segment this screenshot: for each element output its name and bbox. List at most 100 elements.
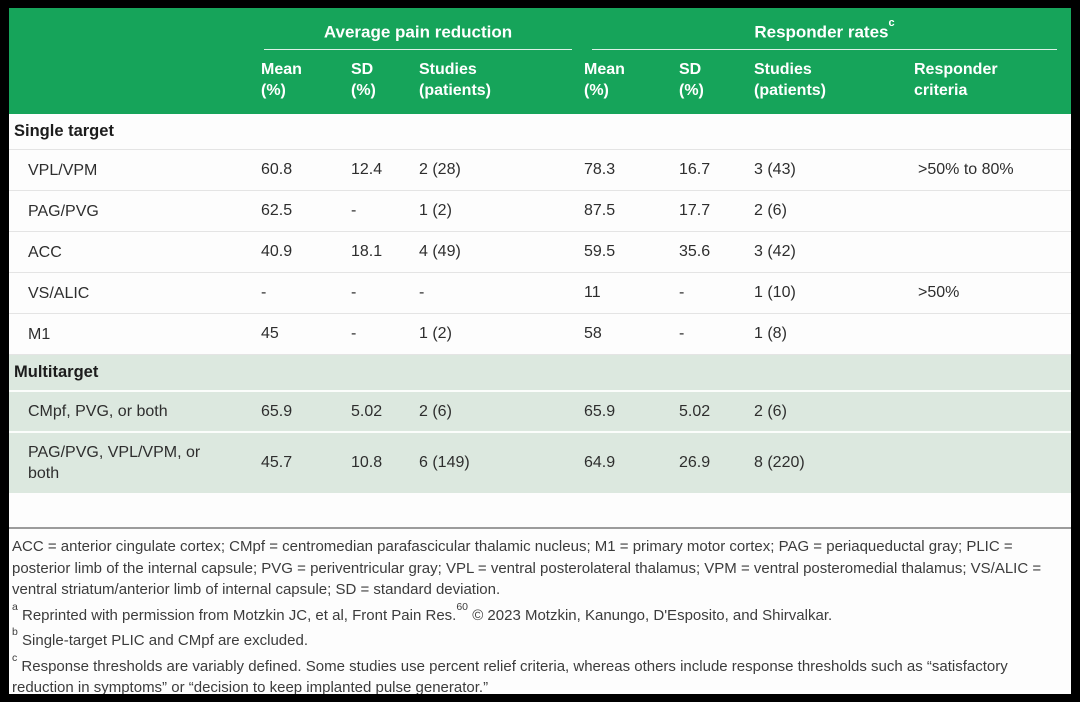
footnote: c Response thresholds are variably defin… xyxy=(12,652,1065,695)
cell-mean-avg: 45.7 xyxy=(261,454,293,471)
cell-sd-resp: 26.9 xyxy=(679,454,711,471)
cell-mean-resp: 11 xyxy=(584,284,601,301)
target-cell: VS/ALIC xyxy=(28,284,90,302)
table-row: VS/ALIC - - - 11 - 1 (10) >50% xyxy=(9,273,1071,314)
col-header-line2: (%) xyxy=(679,82,704,99)
cell-mean-avg: 45 xyxy=(261,325,279,342)
target-cell: PAG/PVG, VPL/VPM, or both xyxy=(28,444,201,482)
footnote-superscript: b xyxy=(12,626,18,638)
cell-sd-resp: 17.7 xyxy=(679,202,711,219)
col-header-line1: Mean xyxy=(584,61,625,78)
cell-studies-avg: 4 (49) xyxy=(419,243,461,260)
col-header-sd-resp: SD (%) xyxy=(679,59,754,101)
section-white: Single target VPL/VPM 60.8 12.4 2 (28) 78.3 16… xyxy=(9,114,1071,355)
cell-studies-resp: 3 (42) xyxy=(754,243,796,260)
cell-responder-criteria: >50% xyxy=(918,284,960,301)
footnotes: ACC = anterior cingulate cortex; CMpf = … xyxy=(9,529,1071,694)
cell-sd-avg: 12.4 xyxy=(351,161,383,178)
cell-sd-resp: 5.02 xyxy=(679,402,711,420)
col-header-studies-avg: Studies (patients) xyxy=(419,59,584,101)
cell-mean-avg: 60.8 xyxy=(261,161,293,178)
cell-sd-avg: - xyxy=(351,284,357,301)
footnote: a Reprinted with permission from Motzkin… xyxy=(12,601,1065,627)
cell-studies-avg: 2 (6) xyxy=(419,402,452,420)
cell-sd-avg: - xyxy=(351,202,357,219)
footnote-divider xyxy=(9,527,1071,529)
cell-mean-avg: 40.9 xyxy=(261,243,293,260)
cell-responder-criteria: >50% to 80% xyxy=(918,161,1014,178)
group-header-responder-rates: Responder ratesc xyxy=(592,17,1057,50)
cell-sd-resp: 16.7 xyxy=(679,161,711,178)
target-cell: ACC xyxy=(28,243,62,261)
col-header-line1: Studies xyxy=(754,61,812,78)
col-header-line2: (%) xyxy=(351,82,376,99)
cell-mean-resp: 78.3 xyxy=(584,161,616,178)
cell-mean-avg: 65.9 xyxy=(261,402,293,420)
cell-studies-avg: - xyxy=(419,284,425,301)
section-header: Single target xyxy=(9,114,1071,150)
group-label: Average pain reduction xyxy=(323,23,513,42)
target-cell: PAG/PVG xyxy=(28,202,99,220)
col-header-line2: (%) xyxy=(261,82,286,99)
cell-mean-resp: 87.5 xyxy=(584,202,616,219)
footnote-superscript: a xyxy=(12,600,18,613)
column-group-row: Average pain reduction Responder ratesc xyxy=(9,8,1071,50)
cell-studies-resp: 8 (220) xyxy=(754,454,805,471)
cell-mean-resp: 59.5 xyxy=(584,243,616,260)
section-header: Multitarget xyxy=(9,355,1071,392)
col-header-line2: (patients) xyxy=(754,82,826,99)
col-header-responder-criteria: Responder criteria xyxy=(914,59,1071,101)
footnote-text: Single-target PLIC and CMpf are excluded… xyxy=(17,632,308,649)
cell-studies-avg: 1 (2) xyxy=(419,325,452,342)
cell-sd-avg: 10.8 xyxy=(351,454,383,471)
table-row: CMpf, PVG, or both 65.9 5.02 2 (6) 65.9 5.02 2… xyxy=(9,392,1071,433)
col-header-line1: Responder xyxy=(914,61,998,78)
group-header-average-pain-reduction: Average pain reduction xyxy=(264,22,572,50)
table-body: Single target VPL/VPM 60.8 12.4 2 (28) 78.3 16… xyxy=(9,114,1071,493)
footnote: b Single-target PLIC and CMpf are exclud… xyxy=(12,626,1065,652)
cell-studies-avg: 6 (149) xyxy=(419,454,470,471)
col-header-mean-avg: Mean (%) xyxy=(261,59,351,101)
table-row: VPL/VPM 60.8 12.4 2 (28) 78.3 16.7 3 (43) >50% … xyxy=(9,150,1071,191)
footnote-superscript: 60 xyxy=(456,600,469,613)
cell-studies-avg: 2 (28) xyxy=(419,161,461,178)
cell-studies-resp: 2 (6) xyxy=(754,402,787,420)
col-header-line2: (%) xyxy=(584,82,609,99)
table-row: ACC 40.9 18.1 4 (49) 59.5 35.6 3 (42) xyxy=(9,232,1071,273)
target-column-spacer xyxy=(9,59,261,101)
cell-mean-resp: 58 xyxy=(584,325,602,342)
target-cell: VPL/VPM xyxy=(28,161,98,179)
cell-studies-avg: 1 (2) xyxy=(419,202,452,219)
target-cell: CMpf, PVG, or both xyxy=(28,403,168,420)
cell-studies-resp: 1 (10) xyxy=(754,284,796,301)
col-header-mean-resp: Mean (%) xyxy=(584,59,679,101)
table-figure: Average pain reduction Responder rates c … xyxy=(9,8,1071,694)
col-header-studies-resp: Studies (patients) xyxy=(754,59,914,101)
table-row: M1 45 - 1 (2) 58 - 1 (8) xyxy=(9,314,1071,355)
cell-mean-avg: 62.5 xyxy=(261,202,293,219)
footnote-text: ACC = anterior cingulate cortex; CMpf = … xyxy=(12,538,1042,598)
column-header-row: Mean (%) SD (%) Studies (patients) Mean (%) SD (%… xyxy=(9,50,1071,114)
table-row: PAG/PVG, VPL/VPM, or both 45.7 10.8 6 (149)… xyxy=(9,433,1071,493)
footnote-text: Reprinted with permission from Motzkin J… xyxy=(17,606,457,624)
target-cell: M1 xyxy=(28,325,51,343)
table-header: Average pain reduction Responder ratesc … xyxy=(9,8,1071,114)
col-header-line2: (patients) xyxy=(419,82,491,99)
col-header-line1: SD xyxy=(679,61,702,78)
cell-mean-resp: 65.9 xyxy=(584,402,616,420)
footnote: ACC = anterior cingulate cortex; CMpf = … xyxy=(12,536,1065,601)
col-header-line1: Studies xyxy=(419,61,477,78)
cell-sd-avg: 5.02 xyxy=(351,402,383,420)
cell-sd-resp: - xyxy=(679,325,685,342)
cell-studies-resp: 3 (43) xyxy=(754,161,796,178)
cell-sd-avg: 18.1 xyxy=(351,243,383,260)
footnote-text: © 2023 Motzkin, Kanungo, D'Esposito, and… xyxy=(468,606,833,624)
col-header-line1: SD xyxy=(351,61,374,78)
section-green: Multitarget CMpf, PVG, or both 65.9 5.02 2 (… xyxy=(9,355,1071,493)
footnote-text: Response thresholds are variably defined… xyxy=(12,657,1008,695)
col-header-line2: criteria xyxy=(914,82,968,99)
footnote-superscript: c xyxy=(12,651,18,664)
cell-sd-resp: 35.6 xyxy=(679,243,711,260)
cell-sd-resp: - xyxy=(679,284,685,301)
